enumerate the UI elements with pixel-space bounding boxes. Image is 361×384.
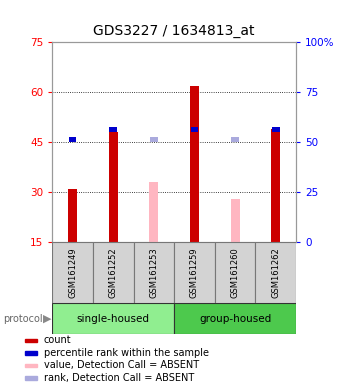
Bar (149, 182, 158, 242)
FancyBboxPatch shape (256, 242, 296, 303)
Text: GSM161252: GSM161252 (109, 247, 118, 298)
Bar (231, 137, 239, 142)
Bar (190, 86, 199, 242)
Bar (272, 127, 279, 132)
Text: value, Detection Call = ABSENT: value, Detection Call = ABSENT (44, 360, 199, 370)
FancyBboxPatch shape (174, 303, 296, 334)
Text: GSM161259: GSM161259 (190, 247, 199, 298)
FancyBboxPatch shape (52, 303, 174, 334)
Text: count: count (44, 335, 71, 345)
Text: GSM161260: GSM161260 (231, 247, 240, 298)
FancyBboxPatch shape (52, 242, 93, 303)
FancyBboxPatch shape (174, 242, 215, 303)
Text: group-housed: group-housed (199, 314, 271, 324)
Bar (25, 376, 38, 379)
Text: ▶: ▶ (43, 314, 51, 324)
Text: rank, Detection Call = ABSENT: rank, Detection Call = ABSENT (44, 373, 194, 383)
Bar (25, 351, 38, 354)
FancyBboxPatch shape (93, 242, 134, 303)
Bar (109, 127, 117, 132)
Bar (271, 129, 280, 242)
Text: GSM161253: GSM161253 (149, 247, 158, 298)
Text: protocol: protocol (4, 314, 43, 324)
Bar (231, 199, 240, 242)
Title: GDS3227 / 1634813_at: GDS3227 / 1634813_at (93, 25, 255, 38)
FancyBboxPatch shape (134, 242, 174, 303)
Text: single-housed: single-housed (77, 314, 150, 324)
Bar (109, 132, 118, 242)
Bar (25, 339, 38, 342)
Text: GSM161249: GSM161249 (68, 247, 77, 298)
Bar (68, 189, 77, 242)
Text: percentile rank within the sample: percentile rank within the sample (44, 348, 209, 358)
Bar (69, 137, 77, 142)
Text: GSM161262: GSM161262 (271, 247, 280, 298)
FancyBboxPatch shape (215, 242, 256, 303)
Bar (150, 137, 158, 142)
Bar (25, 364, 38, 367)
Bar (191, 127, 198, 132)
